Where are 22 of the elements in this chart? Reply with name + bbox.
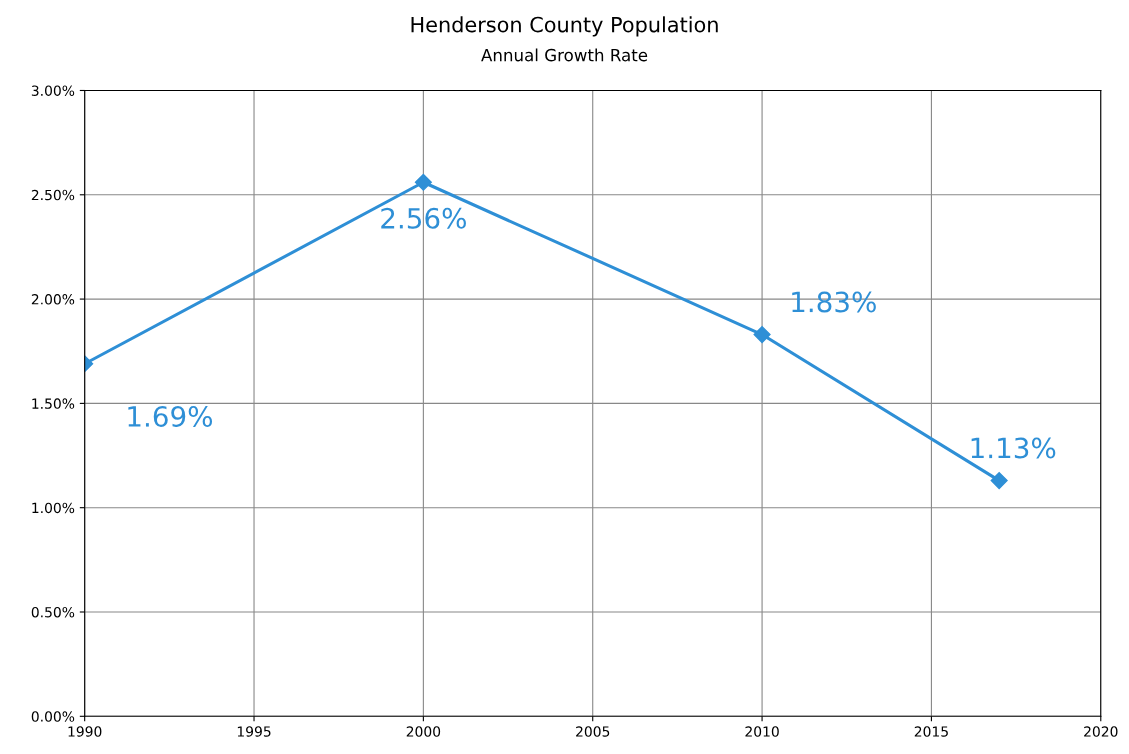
chart-subtitle: Annual Growth Rate	[481, 48, 648, 62]
y-tick-label: 1.50%	[32, 398, 75, 409]
x-tick-label: 2015	[914, 726, 948, 737]
data-label: 1.69%	[128, 405, 213, 427]
chart-title: Henderson County Population	[411, 16, 718, 37]
y-tick-label: 2.50%	[31, 189, 75, 201]
y-tick-label: 0.50%	[31, 606, 75, 618]
x-tick-label: 2000	[406, 726, 441, 737]
x-tick-label: 1990	[68, 726, 102, 737]
y-tick-label: 2.00%	[31, 294, 75, 305]
data-label: 1.13%	[971, 437, 1056, 459]
point	[990, 472, 1008, 490]
y-tick-label: 3.00%	[31, 85, 75, 96]
x-tick-label: 2020	[1084, 726, 1118, 737]
x-tick-label: 2010	[745, 726, 779, 737]
y-tick-label: 1.00%	[32, 502, 75, 514]
data-label: 1.83%	[792, 291, 876, 313]
x-tick-label: 2005	[576, 726, 610, 737]
y-tick-label: 0.00%	[31, 711, 75, 722]
x-tick-label: 1995	[237, 726, 271, 737]
data-label: 2.56%	[381, 207, 466, 229]
point	[753, 325, 771, 344]
